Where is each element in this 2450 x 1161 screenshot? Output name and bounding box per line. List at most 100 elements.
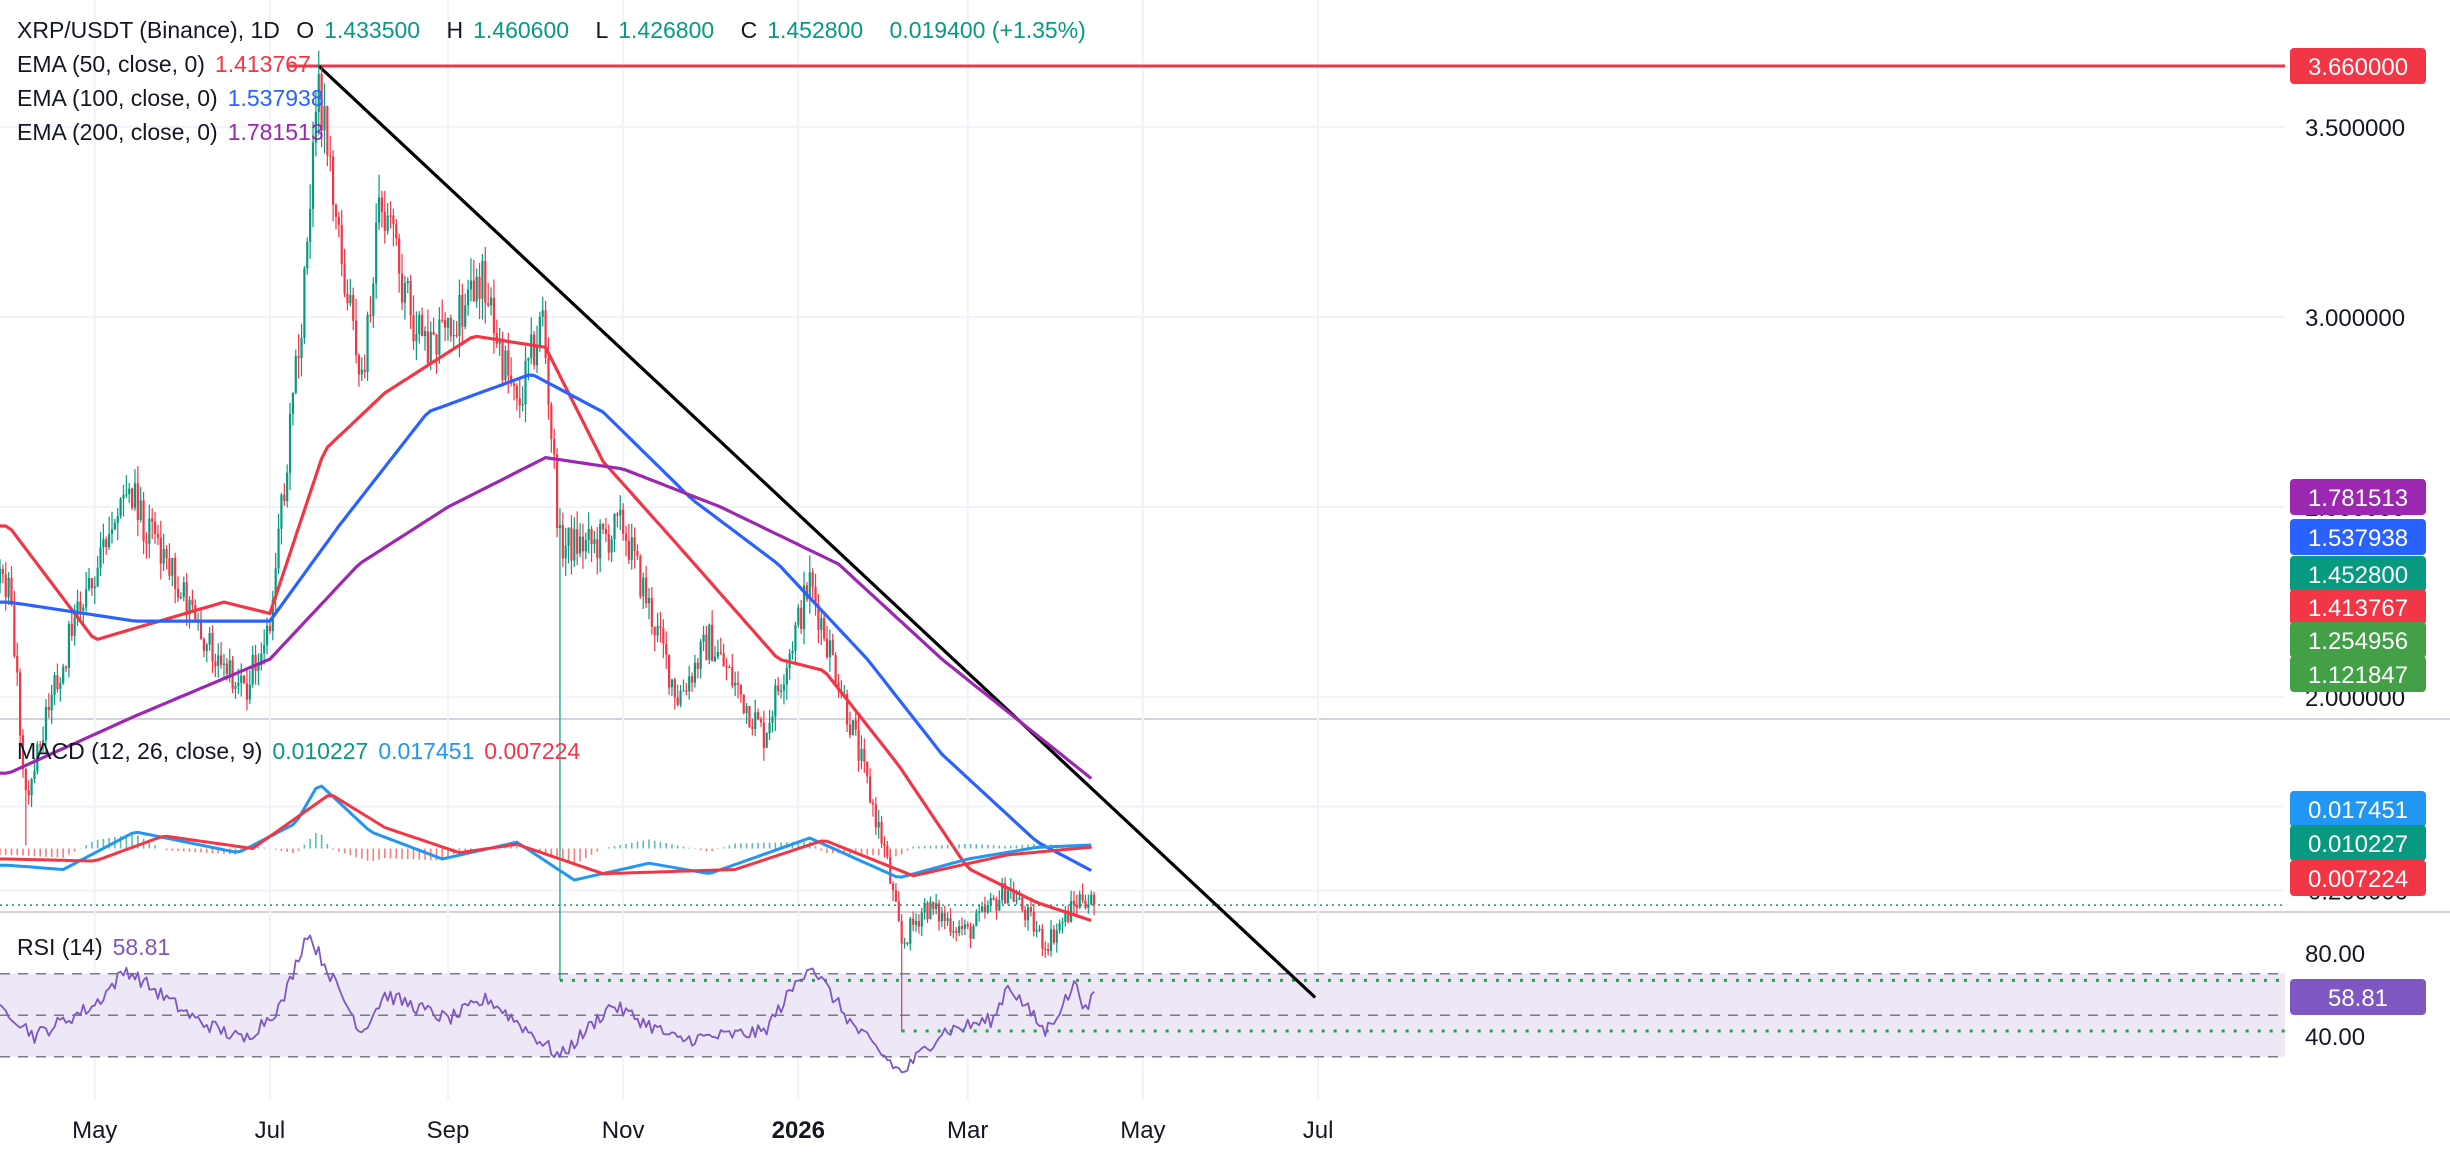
candle-body xyxy=(208,633,211,645)
price-tag[interactable]: 1.121847 xyxy=(2290,656,2426,692)
candle-body xyxy=(722,653,725,667)
candle-body xyxy=(1047,949,1050,951)
candle-body xyxy=(960,926,964,929)
candle-body xyxy=(76,601,79,618)
candle-body xyxy=(734,682,737,686)
candle-body xyxy=(1024,909,1027,921)
price-tag[interactable]: 1.452800 xyxy=(2290,556,2426,592)
candle-body xyxy=(386,215,389,231)
candle-body xyxy=(757,712,760,720)
candle-body xyxy=(492,297,496,334)
ema100-value: 1.537938 xyxy=(227,85,324,111)
candle-body xyxy=(1067,910,1070,922)
candle-body xyxy=(912,918,915,925)
candle-body xyxy=(573,529,576,561)
price-tag-bg xyxy=(2290,479,2426,515)
candle-body xyxy=(277,528,280,569)
candle-body xyxy=(372,283,375,316)
candle-body xyxy=(1032,911,1035,932)
candle-body xyxy=(524,360,527,405)
candle-body xyxy=(553,438,556,455)
candle-body xyxy=(590,528,593,545)
candle-body xyxy=(10,577,13,606)
candle-body xyxy=(185,582,188,615)
close-value: 1.452800 xyxy=(767,17,864,43)
candle-body xyxy=(1001,882,1004,900)
ema100-legend[interactable]: EMA (100, close, 0) 1.537938 xyxy=(17,85,324,112)
candle-body xyxy=(1058,923,1061,931)
price-tag[interactable]: 1.413767 xyxy=(2290,589,2426,625)
ema50-legend[interactable]: EMA (50, close, 0) 1.413767 xyxy=(17,51,311,78)
candle-body xyxy=(303,268,306,339)
candle-body xyxy=(395,224,398,239)
price-tag-bg xyxy=(2290,48,2426,84)
candle-body xyxy=(777,685,780,692)
candle-body xyxy=(446,317,450,328)
ema200-line[interactable] xyxy=(0,456,1093,780)
candle-body xyxy=(1075,904,1078,908)
candle-body xyxy=(771,716,774,723)
candle-body xyxy=(1044,948,1047,950)
macd-hist-value: 0.010227 xyxy=(272,738,369,764)
candle-body xyxy=(171,557,174,576)
ema200-legend[interactable]: EMA (200, close, 0) 1.781513 xyxy=(17,119,324,146)
macd-tag[interactable]: 0.010227 xyxy=(2290,825,2426,861)
candle-body xyxy=(484,260,487,304)
candle-body xyxy=(1038,928,1041,931)
price-tag[interactable]: 1.781513 xyxy=(2290,479,2426,515)
candle-body xyxy=(4,574,7,598)
candle-body xyxy=(857,729,860,761)
candle-body xyxy=(418,314,421,334)
candle-body xyxy=(866,761,869,777)
ema100-line[interactable] xyxy=(0,373,1092,872)
candle-body xyxy=(656,626,659,636)
x-tick-label: Jul xyxy=(1303,1117,1334,1144)
candle-body xyxy=(274,568,277,600)
candle-body xyxy=(880,821,883,844)
candle-body xyxy=(119,498,122,516)
candle-body xyxy=(665,643,668,655)
candle-body xyxy=(136,483,139,520)
candle-body xyxy=(110,529,114,535)
candle-body xyxy=(176,588,180,598)
candle-body xyxy=(946,918,949,921)
candle-body xyxy=(426,331,429,364)
ema50-line[interactable] xyxy=(0,334,1092,923)
rsi-legend[interactable]: RSI (14) 58.81 xyxy=(17,934,170,961)
candle-body xyxy=(320,74,323,131)
macd-line[interactable] xyxy=(0,784,1092,882)
candle-body xyxy=(883,843,886,846)
candle-body xyxy=(975,912,978,927)
price-tag[interactable]: 1.254956 xyxy=(2290,622,2426,658)
candle-body xyxy=(415,333,418,342)
candle-body xyxy=(831,640,834,656)
price-tag[interactable]: 3.660000 xyxy=(2290,48,2426,84)
macd-signal-line[interactable] xyxy=(0,794,1092,878)
candle-body xyxy=(36,744,39,772)
candle-body xyxy=(966,924,969,927)
candle-body xyxy=(995,899,998,911)
candle-body xyxy=(343,264,346,294)
candle-body xyxy=(400,273,404,303)
rsi-tag[interactable]: 58.81 xyxy=(2290,978,2426,1015)
x-tick-label: May xyxy=(1120,1117,1165,1144)
candle-body xyxy=(237,682,240,687)
macd-tag[interactable]: 0.007224 xyxy=(2290,860,2426,896)
candle-body xyxy=(332,156,335,205)
macd-tag[interactable]: 0.017451 xyxy=(2290,791,2426,827)
x-tick-label: Mar xyxy=(947,1117,988,1144)
trendline[interactable] xyxy=(317,64,1317,999)
candle-body xyxy=(268,625,272,632)
candle-body xyxy=(1035,930,1038,932)
candle-body xyxy=(639,555,642,597)
candle-body xyxy=(153,521,157,534)
candle-body xyxy=(533,334,536,366)
macd-legend[interactable]: MACD (12, 26, close, 9) 0.010227 0.017451 0… xyxy=(17,738,580,765)
candle-body xyxy=(240,675,243,683)
rsi-tag-text: 58.81 xyxy=(2328,985,2388,1012)
rsi-line[interactable] xyxy=(0,934,1095,1074)
price-tag[interactable]: 1.537938 xyxy=(2290,519,2426,555)
candle-body xyxy=(202,638,205,651)
candle-body xyxy=(323,106,326,131)
